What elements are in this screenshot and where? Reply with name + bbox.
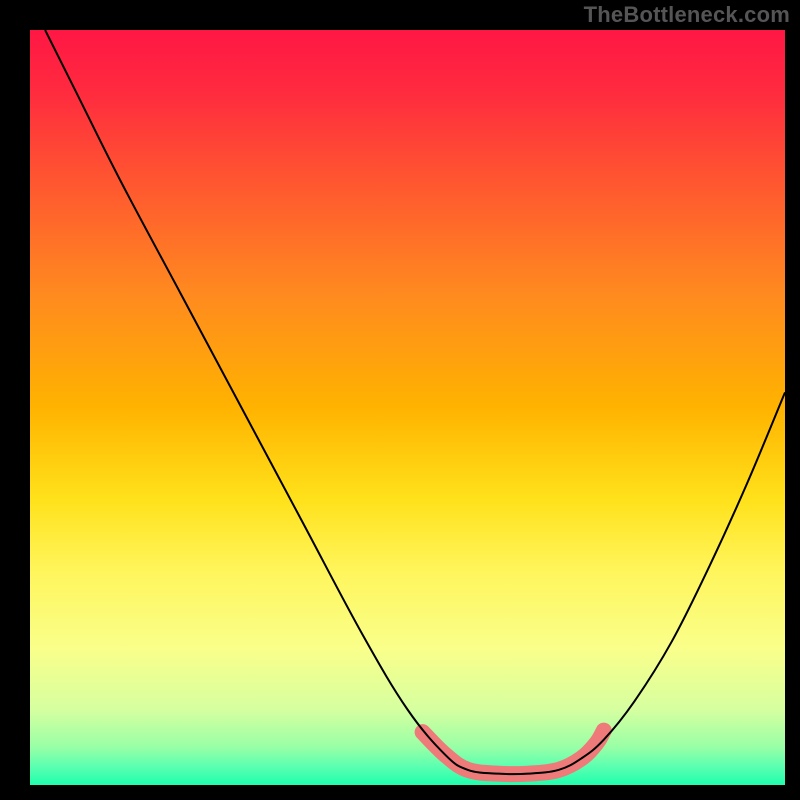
chart-plot-area <box>30 30 785 785</box>
bottleneck-curve-chart <box>0 0 800 800</box>
watermark-text: TheBottleneck.com <box>584 2 790 28</box>
chart-container: TheBottleneck.com <box>0 0 800 800</box>
